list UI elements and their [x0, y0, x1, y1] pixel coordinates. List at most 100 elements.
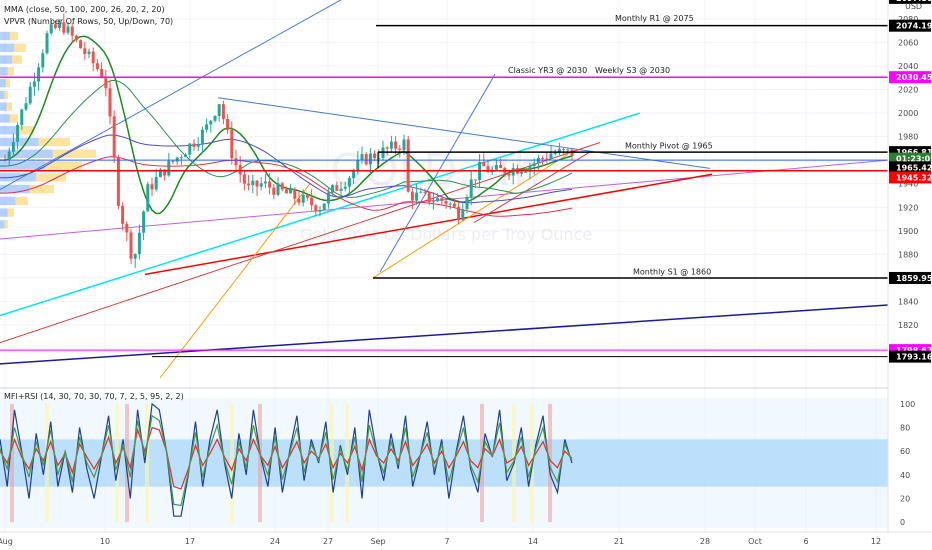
volume-bar-down: [12, 55, 22, 64]
candle-body: [163, 169, 167, 176]
volume-bar-down: [7, 208, 14, 217]
candle-body: [263, 181, 267, 184]
candle-body: [251, 180, 255, 186]
time-tick: 28: [700, 537, 710, 546]
volume-bar-down: [15, 196, 28, 206]
osc-highlight: [145, 403, 149, 523]
volume-bar-up: [0, 161, 46, 170]
candle-body: [419, 191, 423, 193]
time-tick: 14: [528, 537, 538, 546]
candle-body: [268, 181, 272, 188]
volume-bar-up: [0, 102, 7, 111]
candle-body: [121, 205, 125, 224]
mfi-rsi-indicator-label[interactable]: MFI+RSI (14, 30, 70, 30, 70, 7, 2, 5, 95…: [4, 392, 184, 401]
candle-body: [242, 174, 246, 184]
volume-bar-down: [45, 161, 82, 170]
volume-bar-up: [0, 220, 5, 229]
candle-body: [389, 141, 393, 149]
price-badge-label: 2030.45: [896, 73, 932, 82]
price-badge-label: 1965.42: [896, 163, 932, 172]
volume-bar-down: [18, 126, 34, 135]
currency-label[interactable]: USD: [905, 2, 922, 11]
candle-body: [473, 179, 477, 181]
candle-body: [507, 173, 511, 176]
candle-body: [45, 33, 49, 54]
candle-body: [532, 163, 536, 166]
time-tick: 17: [185, 537, 195, 546]
mfi-rsi-oscillator: [0, 402, 573, 517]
candle-body: [62, 22, 66, 33]
candle-body: [53, 24, 57, 28]
price-tick: 2060: [898, 38, 918, 47]
candle-body: [184, 154, 188, 158]
vpvr-indicator-label[interactable]: VPVR (Number Of Rows, 50, Up/Down, 70): [4, 17, 174, 26]
candle-body: [87, 51, 91, 54]
osc-highlight: [230, 403, 234, 523]
osc-highlight: [258, 403, 262, 523]
candle-body: [70, 26, 74, 36]
candle-body: [192, 143, 196, 147]
trendline-blue-steep: [0, 0, 342, 191]
candle-body: [91, 51, 95, 64]
volume-bar-up: [0, 126, 19, 135]
osc-tick: 100: [900, 400, 915, 409]
horizontal-levels[interactable]: Monthly R1 @ 2075 Classic YR3 @ 2030 Weekl…: [0, 0, 888, 358]
volume-bar-down: [9, 31, 18, 41]
price-tick: 2080: [898, 15, 918, 24]
price-tick: 1840: [898, 297, 918, 306]
candle-body: [305, 194, 309, 198]
volume-bar-up: [0, 114, 10, 123]
candle-body: [377, 158, 381, 160]
osc-tick: 60: [900, 447, 910, 456]
time-tick: Oct: [748, 537, 762, 546]
candle-body: [448, 203, 452, 205]
candle-body: [457, 206, 461, 220]
price-scale[interactable]: [888, 0, 932, 532]
time-tick: 12: [871, 537, 881, 546]
price-badge: [889, 0, 931, 4]
candle-body: [32, 81, 36, 87]
price-badge-label: 2074.19: [896, 22, 932, 31]
volume-bar-down: [36, 173, 66, 182]
candle-body: [402, 139, 406, 150]
candle-body: [175, 157, 179, 162]
candle-body: [452, 203, 456, 207]
time-axis-ticks[interactable]: Aug 10 17 24 27 Sep 7 14 21 28 Oct 6 12: [0, 537, 881, 546]
price-badges: 2097.802074.192030.451966.8101:23:071965…: [889, 0, 932, 363]
candle-body: [528, 165, 532, 172]
candle-body: [83, 48, 87, 54]
candle-body: [167, 160, 171, 176]
candles: [3, 13, 574, 268]
candle-body: [318, 209, 322, 212]
trendline-drawings[interactable]: [0, 0, 889, 379]
candle-body: [373, 153, 377, 159]
candle-body: [255, 180, 259, 187]
trendline-orange: [159, 183, 311, 379]
candle-body: [406, 139, 410, 192]
volume-bar-up: [0, 196, 16, 206]
candle-body: [289, 188, 293, 194]
ma-26: [0, 156, 573, 217]
candle-body: [125, 223, 129, 233]
candle-body: [549, 153, 553, 159]
price-badge: [889, 19, 931, 32]
candle-body: [461, 209, 465, 220]
candle-body: [520, 172, 524, 174]
mma-indicator-label[interactable]: MMA (close, 50, 100, 200, 26, 20, 2, 20): [4, 5, 165, 14]
candle-body: [217, 104, 221, 116]
trendline-downtrend: [217, 97, 711, 169]
candle-body: [37, 67, 41, 82]
candle-body: [137, 232, 141, 255]
candle-body: [234, 158, 238, 166]
candle-body: [494, 165, 498, 170]
candle-body: [179, 157, 183, 159]
level-label: Monthly Pivot @ 1965: [625, 141, 713, 150]
candle-body: [352, 170, 356, 179]
osc-series: [0, 414, 573, 507]
volume-bar-down: [7, 67, 14, 76]
candle-body: [469, 179, 473, 198]
trendline-red-short: [473, 151, 591, 223]
candle-body: [499, 165, 503, 169]
